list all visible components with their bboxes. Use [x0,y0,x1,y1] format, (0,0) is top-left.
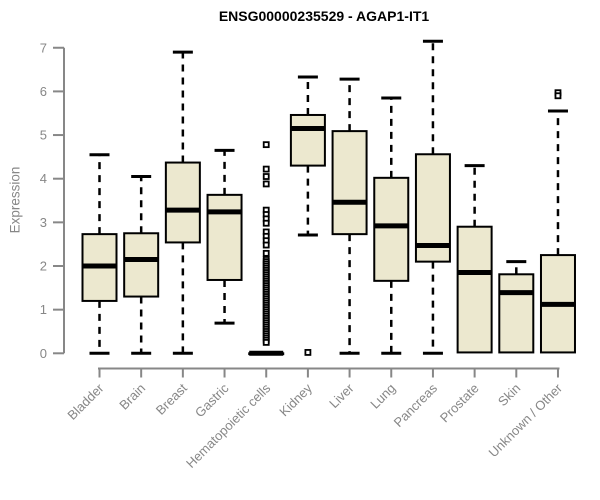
y-tick-label: 4 [40,171,47,186]
x-tick-label-skin: Skin [495,381,523,409]
iqr-box [498,273,535,354]
outlier-point [554,92,562,100]
boxplot-bladder [81,153,118,355]
x-tick-label-lung: Lung [367,381,398,412]
x-tick-label-liver: Liver [326,380,357,411]
boxplot-pancreas [414,39,451,355]
y-tick-label: 1 [40,302,47,317]
x-tick-label-breast: Breast [153,380,190,417]
y-tick-label: 3 [40,215,47,230]
outlier-point [262,165,270,173]
outlier-point [262,141,270,149]
iqr-box [456,225,493,354]
outlier-point [262,249,270,257]
iqr-box [123,232,160,298]
boxplot-skin [498,260,535,354]
boxplot-prostate [456,164,493,354]
x-tick-label-unknown-other: Unknown / Other [486,380,566,460]
y-tick-label: 7 [40,40,47,55]
boxplot-liver [331,77,368,355]
chart-title: ENSG00000235529 - AGAP1-IT1 [218,8,430,24]
outlier-point [262,173,270,180]
outlier-point [262,219,270,227]
boxplot-breast [164,50,201,355]
iqr-box [373,176,410,282]
iqr-box [164,161,201,244]
x-tick-label-brain: Brain [116,381,148,413]
outlier-point [262,338,270,346]
boxplot-brain [123,175,160,355]
y-tick-label: 2 [40,259,47,274]
y-tick-label: 5 [40,128,47,143]
y-axis: 0 1 2 3 4 5 6 7 [40,40,65,361]
outlier-point [262,180,270,188]
x-tick-label-prostate: Prostate [437,381,482,426]
x-tick-label-kidney: Kidney [276,380,315,419]
boxplot-kidney [289,75,326,356]
y-tick-label: 0 [40,346,47,361]
boxplot-unknown-other [539,89,576,354]
x-tick-label-bladder: Bladder [64,380,107,423]
x-tick-label-pancreas: Pancreas [391,380,441,430]
iqr-box [289,113,326,167]
y-tick-label: 6 [40,84,47,99]
boxplot-gastric [206,148,243,325]
x-tick-label-gastric: Gastric [192,380,232,420]
iqr-box [206,193,243,281]
boxplot-hematopoietic-cells [248,141,285,356]
outlier-point [304,349,312,356]
iqr-box [331,130,368,236]
outlier-point [262,241,270,249]
boxplot-lung [373,96,410,355]
